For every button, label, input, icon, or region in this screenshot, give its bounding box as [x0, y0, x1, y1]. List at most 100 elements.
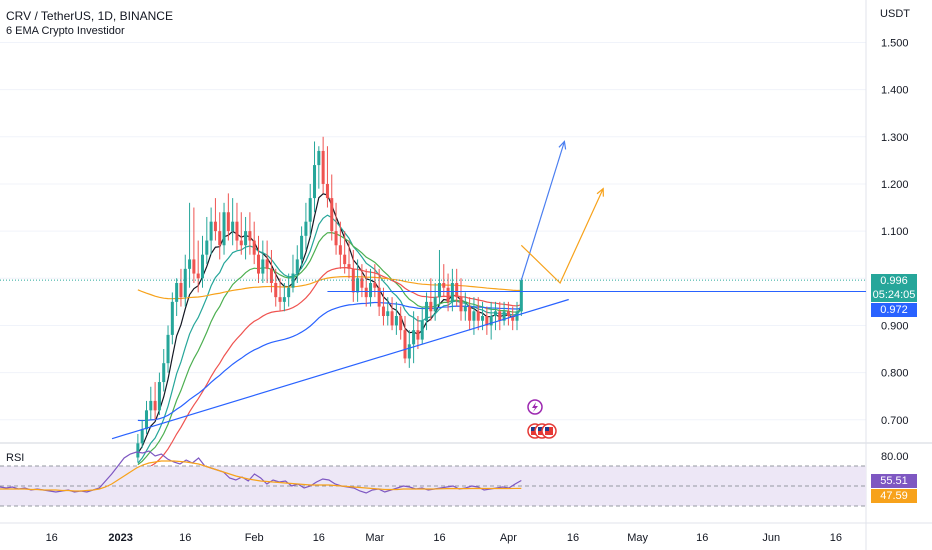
candle-body — [330, 198, 334, 232]
candle-body — [166, 334, 170, 364]
rsi-label[interactable]: RSI — [6, 452, 25, 464]
candles — [136, 136, 523, 463]
candle-body — [493, 311, 497, 317]
chart-header: CRV / TetherUS, 1D, BINANCE 6 EMA Crypto… — [6, 9, 173, 37]
candle-body — [304, 221, 308, 236]
candle-body — [511, 316, 515, 321]
time-tick-label: Apr — [500, 532, 517, 544]
indicator-label[interactable]: 6 EMA Crypto Investidor — [6, 25, 125, 37]
price-tick-label: 0.700 — [881, 415, 909, 427]
candle-body — [347, 264, 351, 269]
candle-body — [136, 443, 140, 458]
candle-body — [351, 268, 355, 293]
price-tick-label: 1.500 — [881, 37, 909, 49]
candle-body — [519, 280, 523, 312]
candle-body — [450, 282, 454, 302]
event-icons[interactable] — [527, 399, 557, 439]
candle-body — [209, 221, 213, 241]
candle-body — [188, 259, 192, 269]
candle-body — [429, 301, 433, 312]
candle-body — [407, 344, 411, 359]
candle-body — [291, 273, 295, 288]
time-tick-label: 16 — [567, 532, 579, 544]
candle-body — [226, 212, 230, 232]
candle-body — [235, 221, 239, 241]
axis-ticks: 0.7000.8000.9001.0001.1001.2001.3001.400… — [46, 37, 909, 544]
candle-body — [200, 254, 205, 279]
time-tick-label: Feb — [245, 532, 264, 544]
candle-body — [515, 311, 519, 321]
candle-body — [485, 316, 489, 326]
candle-body — [446, 287, 450, 302]
price-tick-label: 1.200 — [881, 179, 909, 191]
time-tick-label: 16 — [46, 532, 58, 544]
candle-body — [502, 311, 506, 321]
ema-line — [137, 267, 522, 476]
drawings — [0, 140, 866, 440]
candle-body — [244, 231, 248, 246]
candle-body — [334, 231, 338, 246]
time-tick-label: 16 — [830, 532, 842, 544]
time-tick-label: May — [627, 532, 648, 544]
candle-body — [313, 165, 317, 199]
candle-body — [433, 297, 437, 312]
candle-body — [412, 330, 416, 345]
candle-body — [149, 400, 153, 411]
candle-body — [153, 400, 157, 411]
candle-body — [205, 240, 209, 255]
candle-body — [463, 306, 467, 312]
candle-body — [468, 306, 472, 321]
ema-lines — [137, 193, 522, 476]
rsi-tick-label: 80.00 — [881, 451, 909, 463]
candle-body — [360, 278, 364, 288]
flag-canton — [531, 427, 535, 431]
candle-body — [274, 282, 278, 298]
chart-title[interactable]: CRV / TetherUS, 1D, BINANCE — [6, 9, 173, 23]
candle-body — [231, 221, 235, 232]
candle-body — [399, 316, 403, 331]
candle-body — [390, 311, 394, 326]
lightning-bolt-glyph — [532, 402, 538, 412]
candle-body — [252, 240, 256, 255]
last-price-tag: 0.996 — [871, 274, 917, 288]
candle-body — [369, 282, 373, 298]
candle-body — [455, 282, 459, 298]
candle-body — [373, 282, 377, 288]
candle-body — [175, 282, 179, 302]
arrowhead-blue — [558, 140, 567, 150]
arrowhead-orange — [596, 187, 604, 197]
candle-body — [377, 287, 381, 307]
candle-body — [437, 282, 441, 298]
candle-body — [144, 410, 148, 430]
candle-body — [140, 429, 144, 444]
candle-body — [179, 282, 183, 298]
time-tick-label: Jun — [762, 532, 780, 544]
candle-body — [183, 268, 187, 298]
candle-body — [213, 221, 217, 232]
price-tick-label: 1.400 — [881, 85, 909, 97]
candle-body — [295, 259, 299, 274]
candle-body — [321, 150, 325, 184]
price-tick-label: 0.900 — [881, 320, 909, 332]
candle-body — [261, 259, 265, 274]
candle-body — [300, 235, 304, 260]
candle-body — [364, 287, 368, 298]
candle-body — [162, 363, 166, 383]
countdown-tag: 05:24:05 — [871, 288, 917, 302]
candle-body — [325, 183, 329, 199]
candle-body — [170, 301, 174, 335]
rsi-ma-line — [0, 460, 522, 492]
candle-body — [403, 330, 407, 359]
rsi-ma-value-tag: 47.59 — [871, 489, 917, 503]
candle-body — [218, 231, 222, 246]
rsi-value-tag: 55.51 — [871, 474, 917, 488]
candle-body — [498, 311, 502, 321]
time-tick-label: 16 — [313, 532, 325, 544]
projection-path-blue — [520, 141, 565, 281]
projection-path-orange — [520, 188, 604, 285]
support-trendline — [111, 298, 569, 440]
candle-body — [476, 311, 480, 321]
candle-body — [442, 282, 446, 288]
